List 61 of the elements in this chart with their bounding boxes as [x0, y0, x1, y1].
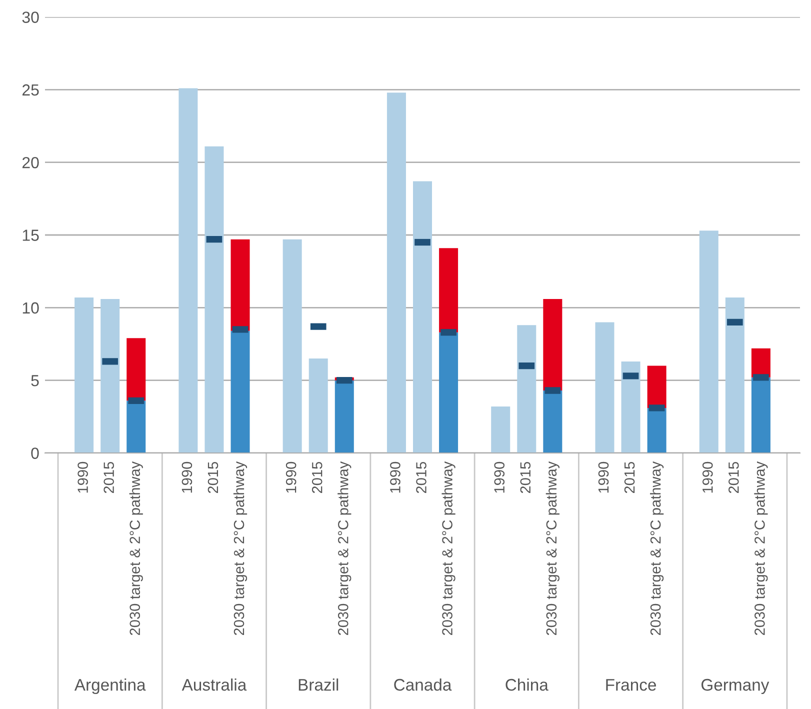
x-tick-label: 2030 target & 2°C pathway	[650, 461, 664, 636]
bar	[386, 92, 406, 453]
x-tick-label: 1990	[494, 462, 505, 493]
x-tick-label: 2030 target & 2°C pathway	[233, 461, 248, 636]
bar	[100, 298, 120, 453]
y-tick-label: 5	[31, 375, 39, 386]
bar	[204, 146, 224, 453]
bar	[647, 408, 666, 453]
bar	[282, 239, 302, 453]
bar	[621, 361, 640, 453]
x-tick-label: 1990	[702, 462, 713, 493]
x-tick-label: 2015	[728, 462, 739, 494]
text: Australia	[182, 678, 247, 691]
bar	[334, 380, 354, 453]
bar	[230, 330, 250, 453]
x-tick-label: 1990	[598, 462, 609, 493]
bar	[126, 338, 146, 401]
x-tick-label: 2030 target & 2°C pathway	[338, 461, 352, 636]
text: France	[606, 679, 656, 691]
y-tick-label: 25	[22, 84, 39, 96]
text: Germany	[701, 678, 770, 694]
x-tick-label: 2015	[416, 462, 426, 494]
text: Brazil	[298, 678, 338, 691]
x-tick-label: 2015	[312, 462, 322, 494]
bar	[74, 297, 94, 453]
bar	[412, 181, 432, 453]
bar	[647, 366, 666, 408]
x-tick-label: 2015	[104, 462, 114, 494]
x-tick-label: 1990	[182, 462, 192, 493]
x-tick-label: 2015	[208, 462, 218, 494]
x-tick-label: 2030 target & 2°C pathway	[442, 461, 456, 636]
bar	[491, 406, 510, 453]
bar	[595, 322, 614, 453]
bar	[439, 332, 458, 453]
text: Argentina	[74, 678, 146, 694]
bar	[543, 298, 562, 391]
bar	[699, 230, 718, 453]
bar	[178, 88, 198, 453]
bar	[543, 390, 562, 453]
y-tick-label: 20	[22, 156, 39, 168]
bar	[126, 400, 146, 453]
y-tick-label: 15	[22, 230, 39, 241]
bar	[439, 248, 458, 332]
text: Canada	[394, 678, 452, 691]
bar	[230, 239, 250, 331]
x-tick-label: 1990	[390, 462, 400, 493]
x-tick-label: 2030 target & 2°C pathway	[546, 461, 560, 636]
x-tick-label: 1990	[286, 462, 296, 493]
bar	[308, 358, 328, 453]
bar	[517, 325, 536, 453]
bar	[725, 297, 744, 453]
y-tick-label: 10	[22, 302, 39, 314]
x-tick-label: 2030 target & 2°C pathway	[129, 461, 143, 636]
text: China	[506, 678, 548, 691]
x-tick-label: 2030 target & 2°C pathway	[754, 461, 768, 636]
x-tick-label: 2015	[624, 462, 635, 494]
y-tick-label: 0	[31, 448, 39, 459]
x-tick-label: 2015	[520, 462, 531, 494]
y-tick-label: 30	[22, 12, 39, 23]
bar	[751, 377, 770, 453]
x-tick-label: 1990	[78, 462, 88, 493]
